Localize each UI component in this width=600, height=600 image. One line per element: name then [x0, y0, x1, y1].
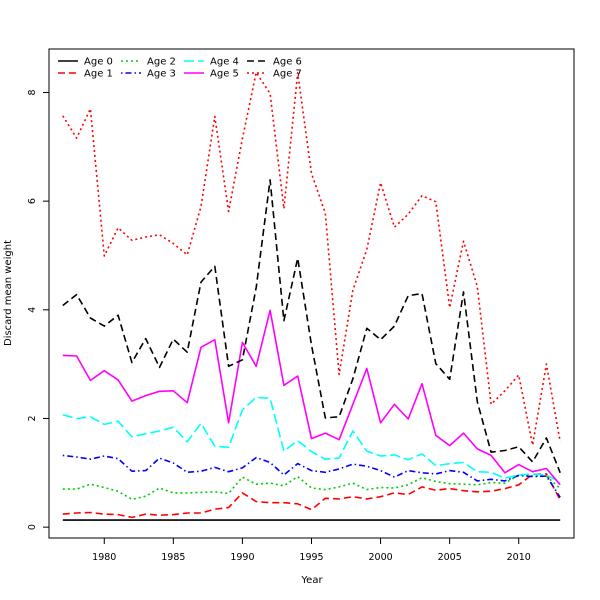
series-line-age-2 [62, 474, 561, 501]
x-tick-label: 2005 [438, 552, 462, 563]
legend-label: Age 7 [273, 69, 302, 80]
legend-label: Age 0 [84, 57, 113, 68]
x-tick-label: 1995 [299, 552, 323, 563]
x-tick-label: 1985 [161, 552, 185, 563]
legend-label: Age 6 [273, 57, 302, 68]
legend-label: Age 2 [147, 57, 176, 68]
y-tick-label: 4 [27, 307, 38, 313]
x-tick-label: 1980 [92, 552, 116, 563]
legend-label: Age 3 [147, 69, 176, 80]
series-line-age-7 [62, 71, 561, 446]
x-axis-title: Year [300, 575, 323, 586]
x-tick-label: 1990 [230, 552, 254, 563]
series-layer [62, 71, 561, 521]
y-tick-label: 6 [27, 198, 38, 204]
y-axis-title: Discard mean weight [3, 240, 14, 346]
legend-label: Age 1 [84, 69, 113, 80]
series-line-age-3 [62, 454, 561, 498]
y-tick-label: 2 [27, 415, 38, 421]
x-axis: 1980 1985 1990 1995 2000 2005 2010 [92, 538, 531, 563]
plot-frame [48, 48, 575, 539]
y-tick-label: 0 [27, 524, 38, 530]
y-tick-label: 8 [27, 89, 38, 95]
y-axis: 0 2 4 6 8 [27, 89, 49, 530]
series-line-age-4 [62, 396, 561, 483]
x-tick-label: 2000 [368, 552, 392, 563]
series-line-age-1 [62, 473, 561, 519]
legend-label: Age 5 [210, 69, 239, 80]
series-line-age-6 [62, 179, 561, 474]
series-line-age-5 [62, 309, 561, 486]
x-tick-label: 2010 [507, 552, 531, 563]
legend-label: Age 4 [210, 57, 239, 68]
